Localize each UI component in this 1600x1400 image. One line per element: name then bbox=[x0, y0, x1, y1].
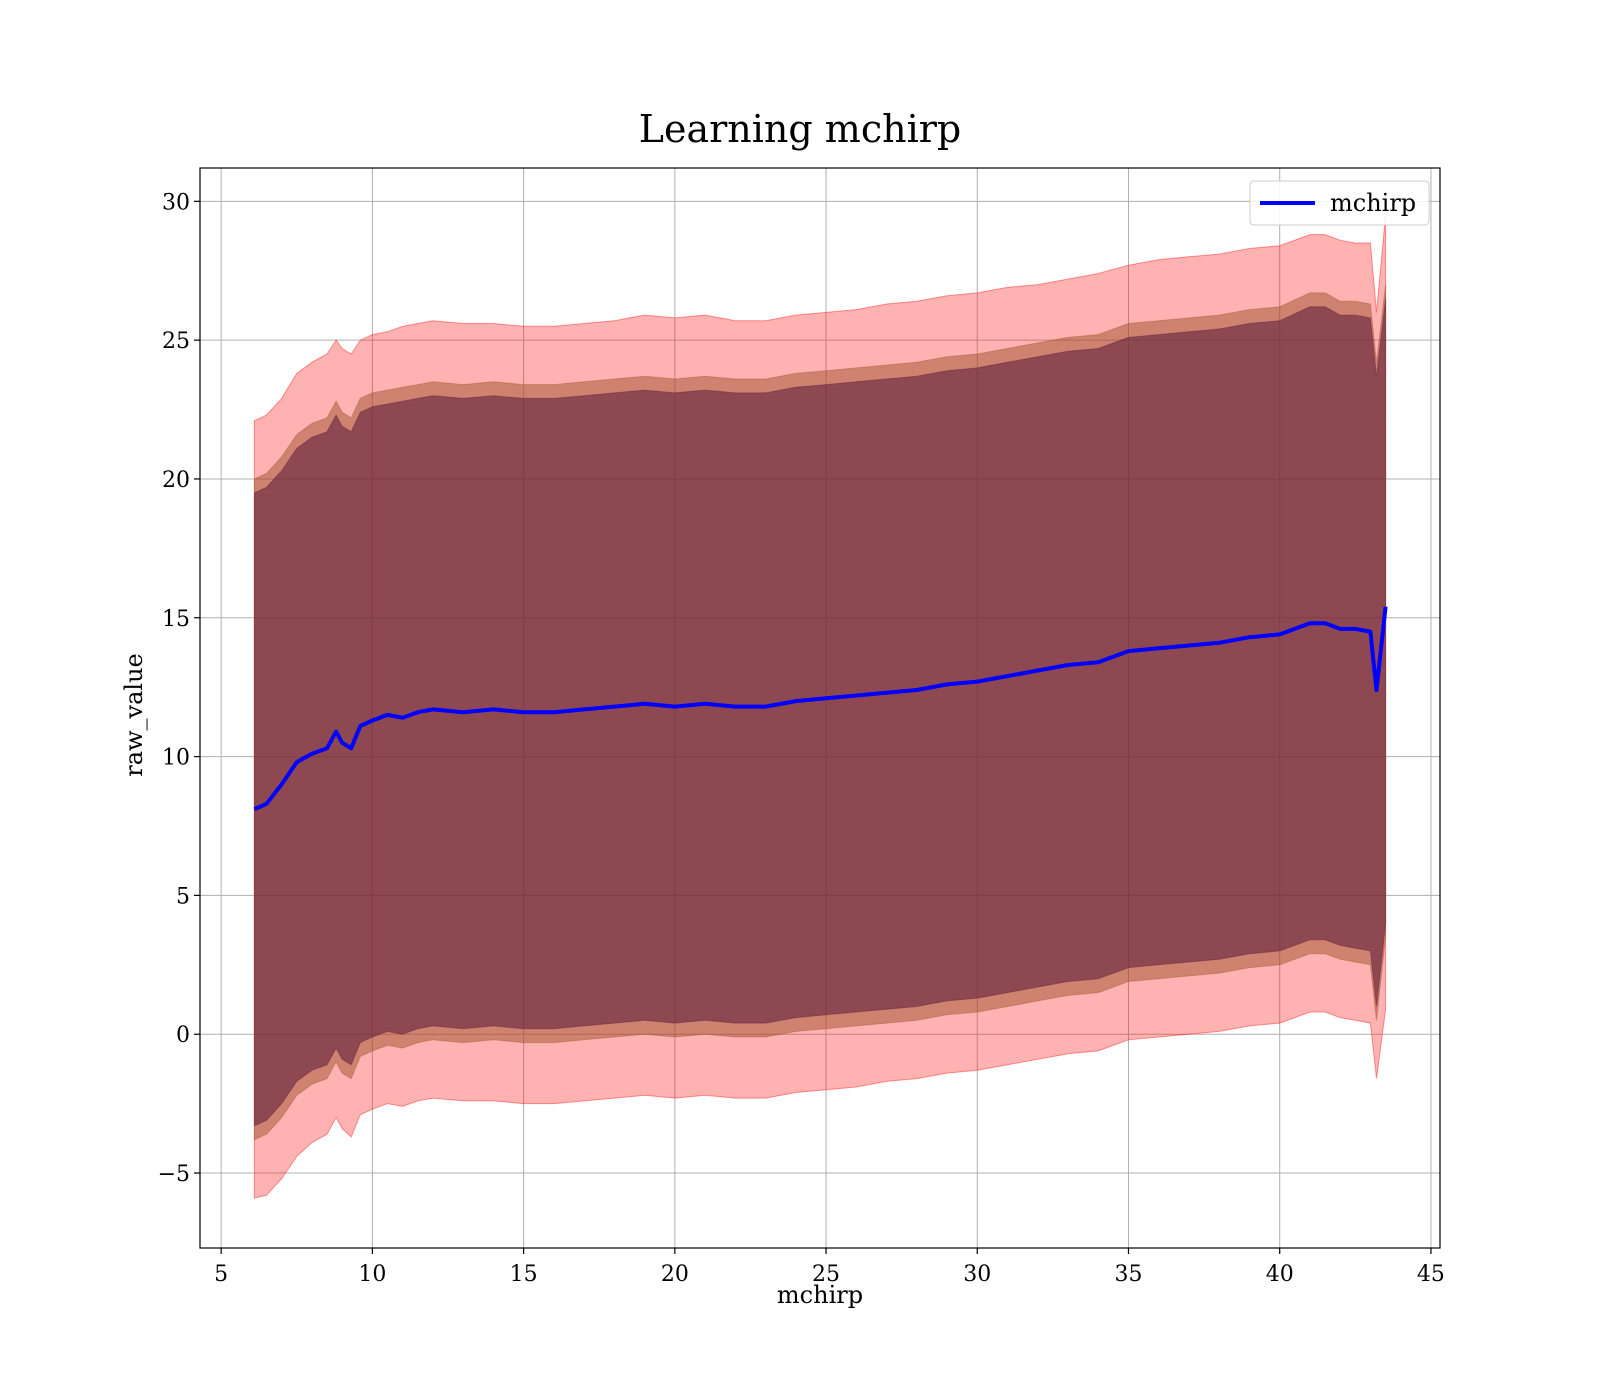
y-axis-label: raw_value bbox=[120, 653, 148, 777]
series-lines bbox=[253, 606, 1388, 812]
x-tick-label: 20 bbox=[661, 1262, 689, 1287]
y-axis-ticks: −5 0 5 10 15 20 25 30 bbox=[158, 190, 200, 1187]
legend-label-mchirp: mchirp bbox=[1330, 189, 1416, 217]
plot-frame bbox=[199, 167, 1441, 1249]
legend-box bbox=[1249, 180, 1430, 226]
y-tick-label: 5 bbox=[176, 884, 190, 909]
x-tick-label: 10 bbox=[358, 1262, 386, 1287]
x-tick-label: 30 bbox=[963, 1262, 991, 1287]
x-tick-label: 35 bbox=[1114, 1262, 1142, 1287]
x-tick-label: 5 bbox=[214, 1262, 228, 1287]
x-axis-label: mchirp bbox=[777, 1281, 863, 1309]
y-tick-label: 20 bbox=[162, 468, 190, 493]
x-tick-label: 25 bbox=[812, 1262, 840, 1287]
x-tick-label: 15 bbox=[510, 1262, 538, 1287]
y-tick-label: 10 bbox=[162, 746, 190, 771]
series-line-mchirp bbox=[253, 606, 1388, 812]
x-tick-label: 40 bbox=[1266, 1262, 1294, 1287]
chart-title: Learning mchirp bbox=[639, 107, 961, 151]
y-tick-label: 15 bbox=[162, 607, 190, 632]
y-tick-label: −5 bbox=[158, 1162, 190, 1187]
error-bands bbox=[253, 215, 1387, 1199]
x-tick-label: 45 bbox=[1417, 1262, 1445, 1287]
y-tick-label: 30 bbox=[162, 190, 190, 215]
y-tick-label: 25 bbox=[162, 329, 190, 354]
y-tick-label: 0 bbox=[176, 1023, 190, 1048]
x-axis-ticks: 5 10 15 20 25 30 35 40 45 bbox=[214, 1248, 1445, 1287]
legend: mchirp bbox=[1249, 180, 1430, 226]
confidence-band-3 bbox=[253, 298, 1387, 1127]
